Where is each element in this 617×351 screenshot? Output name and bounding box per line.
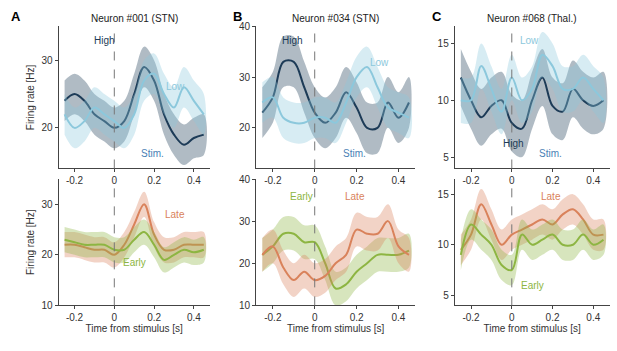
svg-text:Time from stimulus [s]: Time from stimulus [s] — [287, 323, 385, 334]
svg-text:-0.2: -0.2 — [462, 312, 480, 323]
svg-text:Early: Early — [521, 280, 544, 291]
svg-text:0.4: 0.4 — [392, 175, 406, 186]
svg-text:-0.2: -0.2 — [462, 175, 480, 186]
svg-text:30: 30 — [239, 72, 251, 83]
svg-text:0.2: 0.2 — [350, 175, 364, 186]
svg-text:0.4: 0.4 — [586, 312, 600, 323]
svg-text:40: 40 — [239, 21, 251, 32]
svg-text:15: 15 — [438, 38, 450, 49]
svg-text:Stim.: Stim. — [539, 148, 562, 159]
svg-text:0.4: 0.4 — [187, 175, 201, 186]
svg-text:15: 15 — [438, 189, 450, 200]
svg-text:0.2: 0.2 — [147, 312, 161, 323]
svg-text:Low: Low — [370, 57, 389, 68]
svg-text:40: 40 — [239, 174, 251, 185]
svg-text:10: 10 — [438, 239, 450, 250]
svg-text:Stim.: Stim. — [343, 148, 366, 159]
svg-text:20: 20 — [239, 122, 251, 133]
svg-text:Low: Low — [520, 35, 539, 46]
svg-text:5: 5 — [443, 290, 449, 301]
svg-text:A: A — [11, 9, 21, 24]
svg-text:Neuron #068 (Thal.): Neuron #068 (Thal.) — [487, 13, 577, 24]
svg-text:30: 30 — [41, 55, 53, 66]
svg-text:0.2: 0.2 — [350, 312, 364, 323]
svg-text:0: 0 — [509, 175, 515, 186]
svg-text:30: 30 — [41, 199, 53, 210]
svg-text:Late: Late — [345, 191, 365, 202]
svg-text:0: 0 — [509, 312, 515, 323]
svg-text:Time from stimulus [s]: Time from stimulus [s] — [85, 323, 183, 334]
svg-text:Firing rate [Hz]: Firing rate [Hz] — [25, 209, 36, 275]
svg-text:Stim.: Stim. — [141, 148, 164, 159]
svg-text:0.4: 0.4 — [187, 312, 201, 323]
svg-text:Late: Late — [165, 209, 185, 220]
svg-text:High: High — [503, 138, 524, 149]
svg-text:20: 20 — [41, 122, 53, 133]
svg-text:5: 5 — [443, 152, 449, 163]
svg-text:C: C — [432, 9, 442, 24]
svg-text:Neuron #001 (STN): Neuron #001 (STN) — [91, 13, 178, 24]
svg-text:Late: Late — [541, 191, 561, 202]
svg-text:-0.2: -0.2 — [66, 312, 84, 323]
svg-text:0.4: 0.4 — [586, 175, 600, 186]
svg-text:High: High — [94, 35, 115, 46]
svg-text:0.4: 0.4 — [392, 312, 406, 323]
svg-text:0.2: 0.2 — [546, 175, 560, 186]
svg-text:20: 20 — [239, 258, 251, 269]
svg-text:-0.2: -0.2 — [264, 175, 282, 186]
svg-text:0: 0 — [312, 312, 318, 323]
svg-text:0.2: 0.2 — [147, 175, 161, 186]
svg-text:20: 20 — [41, 249, 53, 260]
svg-text:0: 0 — [112, 175, 118, 186]
svg-text:High: High — [282, 35, 303, 46]
svg-text:0.2: 0.2 — [546, 312, 560, 323]
svg-text:Firing rate [Hz]: Firing rate [Hz] — [25, 64, 36, 130]
svg-text:10: 10 — [41, 300, 53, 311]
svg-text:Low: Low — [166, 81, 185, 92]
svg-text:30: 30 — [239, 216, 251, 227]
svg-text:Early: Early — [290, 191, 313, 202]
svg-text:10: 10 — [239, 300, 251, 311]
svg-text:10: 10 — [438, 95, 450, 106]
svg-text:-0.2: -0.2 — [264, 312, 282, 323]
svg-text:Early: Early — [123, 257, 146, 268]
svg-text:-0.2: -0.2 — [66, 175, 84, 186]
svg-text:0: 0 — [312, 175, 318, 186]
svg-text:Neuron #034 (STN): Neuron #034 (STN) — [292, 13, 379, 24]
svg-text:Time from stimulus [s]: Time from stimulus [s] — [483, 323, 581, 334]
svg-text:B: B — [233, 9, 242, 24]
svg-text:0: 0 — [112, 312, 118, 323]
